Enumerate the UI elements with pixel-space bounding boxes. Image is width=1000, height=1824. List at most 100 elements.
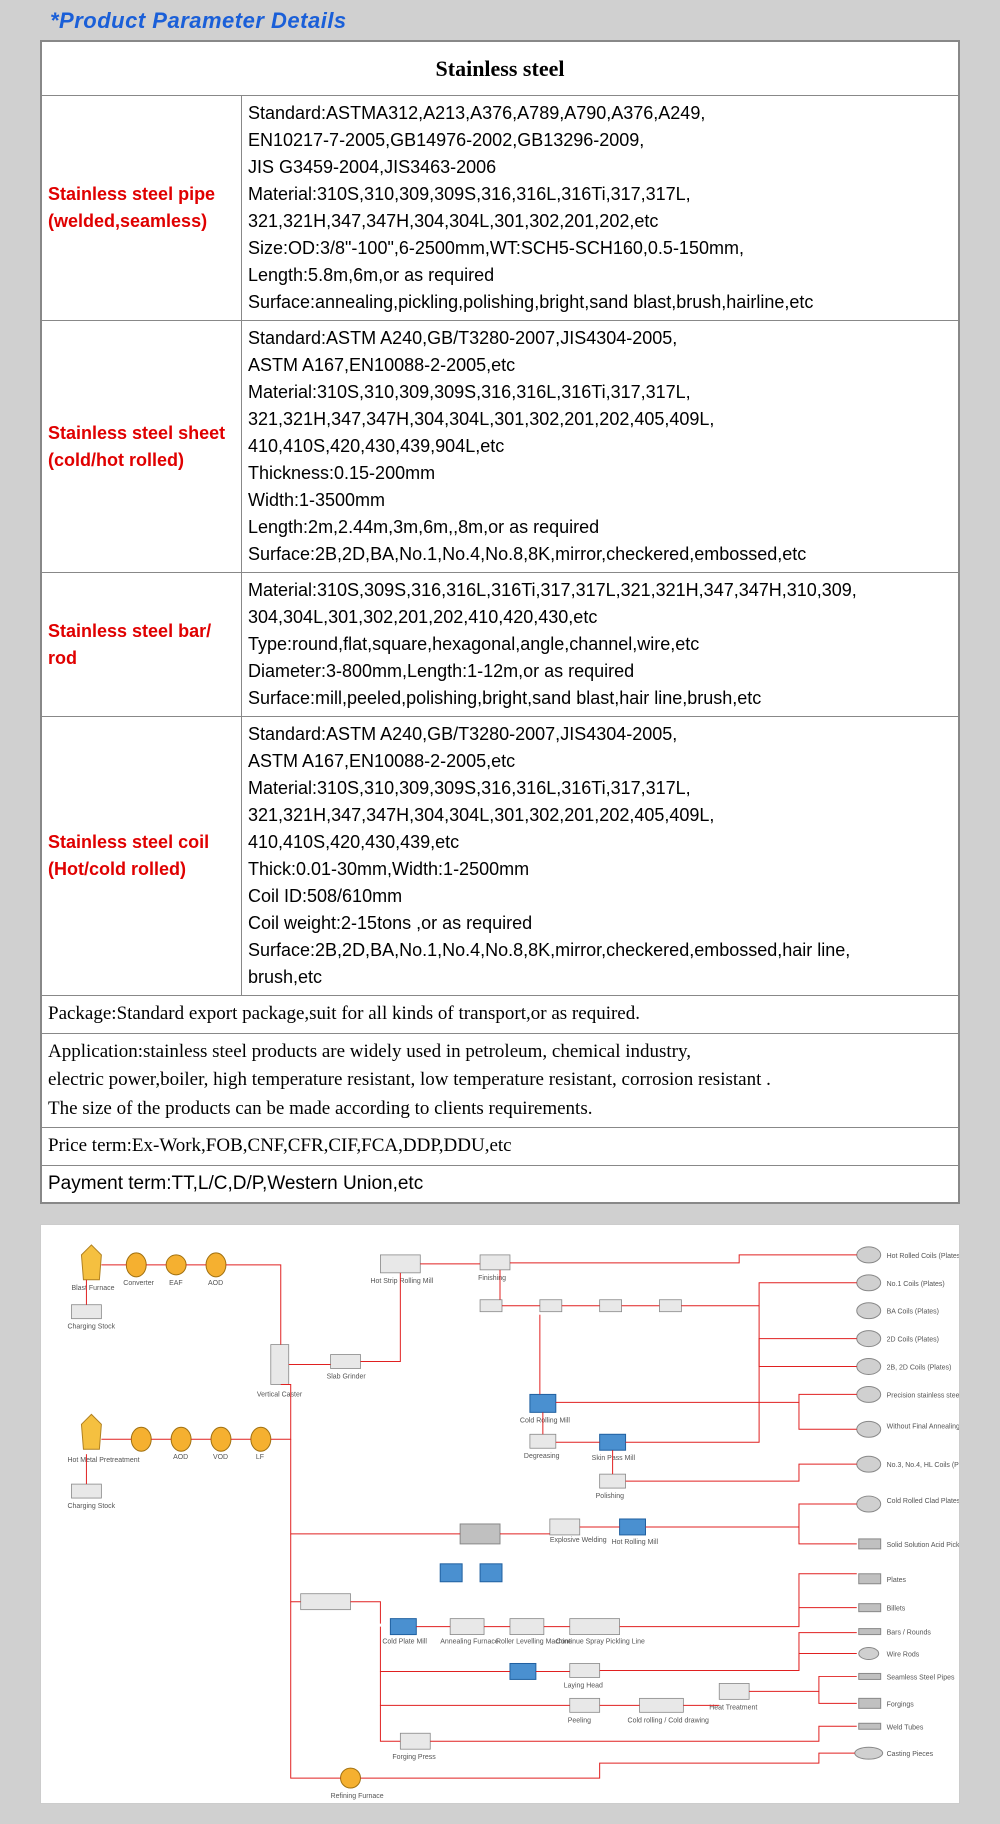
row-value: Standard:ASTM A240,GB/T3280-2007,JIS4304…: [242, 717, 959, 996]
output-label: 2D Coils (Plates): [887, 1337, 939, 1344]
output-label: Bars / Rounds: [887, 1630, 932, 1637]
outputs-column: Hot Rolled Coils (Plates) No.1 Coils (Pl…: [855, 1247, 959, 1759]
cold-rolling-mill-icon: [530, 1394, 556, 1412]
output-label: No.3, No.4, HL Coils (Plates): [887, 1462, 959, 1469]
parameter-table-wrap: Stainless steel Stainless steel pipe (we…: [40, 40, 960, 1204]
ap-line-icon: [659, 1300, 681, 1312]
output-label: Hot Rolled Coils (Plates): [887, 1253, 959, 1260]
price-term-cell: Price term:Ex-Work,FOB,CNF,CFR,CIF,FCA,D…: [42, 1128, 959, 1166]
node-label: Finishing: [478, 1275, 506, 1282]
node-label: VOD: [213, 1454, 228, 1461]
node-label: Vertical Caster: [257, 1391, 303, 1398]
table-row-payment: Payment term:TT,L/C,D/P,Western Union,et…: [42, 1165, 959, 1203]
output-label: 2B, 2D Coils (Plates): [887, 1365, 952, 1372]
output-label: Cold Rolled Clad Plates (Coils): [887, 1498, 959, 1505]
package-cell: Package:Standard export package,suit for…: [42, 996, 959, 1034]
finishing-icon: [480, 1255, 510, 1270]
table-row: Stainless steel bar/ rod Material:310S,3…: [42, 573, 959, 717]
node-label: Polishing: [596, 1493, 624, 1500]
output-label: BA Coils (Plates): [887, 1309, 939, 1316]
output-label: Billets: [887, 1606, 906, 1613]
output-label: Casting Pieces: [887, 1751, 934, 1758]
row-value: Standard:ASTM A240,GB/T3280-2007,JIS4304…: [242, 321, 959, 573]
base-plate-icon: [460, 1524, 500, 1544]
node-label: Degreasing: [524, 1453, 560, 1460]
charging-stock-icon: [71, 1484, 101, 1498]
node-label: Annealing Furnace: [440, 1639, 499, 1646]
hot-strip-mill-icon: [380, 1255, 420, 1273]
output-label: Weld Tubes: [887, 1724, 924, 1731]
skin-pass-icon: [600, 1434, 626, 1450]
lf-icon: [251, 1427, 271, 1451]
table-row-package: Package:Standard export package,suit for…: [42, 996, 959, 1034]
peeling-icon: [570, 1698, 600, 1712]
output-label: Without Final Annealing Coils (Plates): [887, 1423, 959, 1430]
caster-icon: [301, 1594, 351, 1610]
pickling-line-icon: [570, 1619, 620, 1635]
node-label: Peeling: [568, 1717, 591, 1724]
node-label: Forging Press: [392, 1754, 436, 1761]
cold-plate-mill-icon: [390, 1619, 416, 1635]
row-label: Stainless steel pipe (welded,seamless): [42, 96, 242, 321]
node-label: Laying Head: [564, 1682, 603, 1689]
node-label: Slab Grinder: [327, 1373, 367, 1380]
row-label: Stainless steel bar/ rod: [42, 573, 242, 717]
node-label: Continue Spray Pickling Line: [556, 1639, 645, 1646]
row-value: Standard:ASTMA312,A213,A376,A789,A790,A3…: [242, 96, 959, 321]
node-label: Charging Stock: [67, 1324, 115, 1331]
node-label: AOD: [173, 1454, 188, 1461]
cold-plate-mill-icon: [440, 1564, 462, 1582]
node-label: Explosive Welding: [550, 1537, 607, 1544]
hot-rolling-mill-icon: [620, 1519, 646, 1535]
ladle-icon: [131, 1427, 151, 1451]
eaf-icon: [166, 1255, 186, 1275]
node-label: Hot Strip Rolling Mill: [370, 1278, 433, 1285]
converter-icon: [126, 1253, 146, 1277]
ap-line-icon: [600, 1300, 622, 1312]
leveller-icon: [510, 1619, 544, 1635]
blast-furnace-icon: [81, 1414, 101, 1449]
blast-furnace-icon: [81, 1245, 101, 1280]
node-label: LF: [256, 1454, 264, 1461]
aod-icon: [206, 1253, 226, 1277]
node-label: Cold rolling / Cold drawing: [628, 1717, 709, 1724]
node-label: Charging Stock: [67, 1503, 115, 1510]
refining-furnace-icon: [341, 1768, 361, 1788]
mill-icon: [510, 1663, 536, 1679]
heat-treatment-icon: [719, 1683, 749, 1699]
output-label: Forgings: [887, 1701, 915, 1708]
table-row: Stainless steel sheet (cold/hot rolled) …: [42, 321, 959, 573]
node-label: Cold Rolling Mill: [520, 1417, 570, 1424]
node-label: AOD: [208, 1280, 223, 1287]
vod-icon: [211, 1427, 231, 1451]
charging-stock-icon: [71, 1305, 101, 1319]
node-label: EAF: [169, 1280, 183, 1287]
row-value: Material:310S,309S,316,316L,316Ti,317,31…: [242, 573, 959, 717]
ap-line-icon: [540, 1300, 562, 1312]
table-row-price: Price term:Ex-Work,FOB,CNF,CFR,CIF,FCA,D…: [42, 1128, 959, 1166]
payment-term-cell: Payment term:TT,L/C,D/P,Western Union,et…: [42, 1165, 959, 1203]
table-title: Stainless steel: [42, 42, 959, 96]
cold-plate-mill-icon: [480, 1564, 502, 1582]
output-label: Solid Solution Acid Picking: [887, 1542, 959, 1549]
degreasing-icon: [530, 1434, 556, 1448]
application-cell: Application:stainless steel products are…: [42, 1033, 959, 1128]
section-heading: *Product Parameter Details: [50, 8, 960, 34]
table-row: Stainless steel pipe (welded,seamless) S…: [42, 96, 959, 321]
aod-icon: [171, 1427, 191, 1451]
output-label: Plates: [887, 1577, 907, 1584]
ap-line-icon: [480, 1300, 502, 1312]
page-container: *Product Parameter Details Stainless ste…: [0, 0, 1000, 1824]
output-label: Seamless Steel Pipes: [887, 1674, 955, 1681]
forging-press-icon: [400, 1733, 430, 1749]
parameter-table: Stainless steel Stainless steel pipe (we…: [41, 41, 959, 1203]
output-label: Precision stainless steel strip: [887, 1392, 959, 1399]
table-title-row: Stainless steel: [42, 42, 959, 96]
process-flow-diagram: Blast Furnace Converter EAF AOD Charging…: [40, 1224, 960, 1804]
row-label: Stainless steel sheet (cold/hot rolled): [42, 321, 242, 573]
row-label: Stainless steel coil (Hot/cold rolled): [42, 717, 242, 996]
node-label: Blast Furnace: [71, 1285, 114, 1292]
output-label: Wire Rods: [887, 1652, 920, 1659]
annealing-furnace-icon: [450, 1619, 484, 1635]
node-label: Hot Rolling Mill: [612, 1539, 659, 1546]
